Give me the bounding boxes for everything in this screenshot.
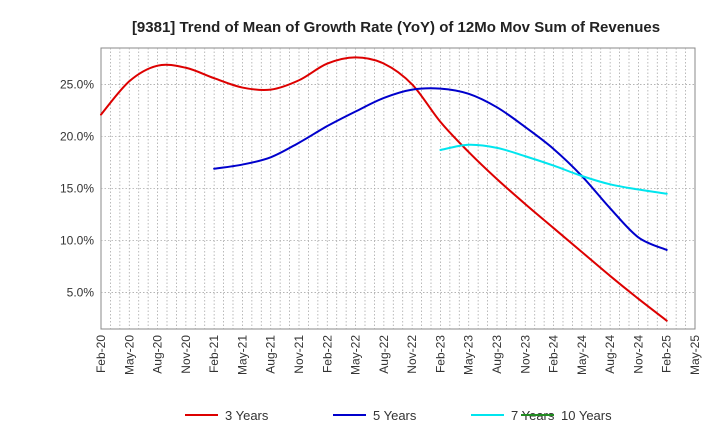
x-tick-label: May-25 xyxy=(688,335,702,375)
x-tick-label: Nov-23 xyxy=(518,335,532,374)
legend-label: 3 Years xyxy=(225,408,269,423)
chart-title: [9381] Trend of Mean of Growth Rate (YoY… xyxy=(132,19,660,36)
x-tick-label: Feb-21 xyxy=(207,335,221,373)
x-tick-label: Feb-23 xyxy=(433,335,447,373)
y-tick-label: 25.0% xyxy=(60,77,94,91)
legend-label: 5 Years xyxy=(373,408,417,423)
y-tick-label: 5.0% xyxy=(67,286,95,300)
y-tick-label: 15.0% xyxy=(60,182,94,196)
x-tick-label: May-23 xyxy=(462,335,476,375)
x-tick-label: Feb-22 xyxy=(320,335,334,373)
x-tick-label: May-20 xyxy=(122,335,136,375)
x-axis: Feb-20 May-20 Aug-20 Nov-20 Feb-21 May-21 Aug-… xyxy=(94,335,702,375)
x-tick-label: Feb-20 xyxy=(94,335,108,373)
x-tick-label: May-21 xyxy=(235,335,249,375)
y-tick-label: 20.0% xyxy=(60,129,94,143)
y-axis: 5.0% 10.0% 15.0% 20.0% 25.0% xyxy=(60,77,94,299)
series-line-5-years xyxy=(213,87,668,251)
y-tick-label: 10.0% xyxy=(60,234,94,248)
x-tick-label: Aug-21 xyxy=(264,335,278,374)
x-tick-label: Aug-23 xyxy=(490,335,504,374)
x-tick-label: Nov-24 xyxy=(631,335,645,374)
legend-label: 10 Years xyxy=(561,408,612,423)
x-tick-label: Nov-21 xyxy=(292,335,306,374)
series-line-7-years xyxy=(439,143,668,195)
legend: 3 Years 5 Years 7 Years 10 Years xyxy=(185,408,612,423)
x-tick-label: Aug-20 xyxy=(151,335,165,374)
x-tick-label: Aug-24 xyxy=(603,335,617,374)
x-tick-label: Feb-24 xyxy=(547,335,561,373)
x-tick-label: Nov-22 xyxy=(405,335,419,374)
x-tick-label: May-22 xyxy=(349,335,363,375)
x-tick-label: Aug-22 xyxy=(377,335,391,374)
x-tick-label: May-24 xyxy=(575,335,589,375)
series-layer xyxy=(100,56,668,322)
series-line-3-years xyxy=(100,56,668,322)
x-tick-label: Feb-25 xyxy=(660,335,674,373)
x-tick-label: Nov-20 xyxy=(179,335,193,374)
